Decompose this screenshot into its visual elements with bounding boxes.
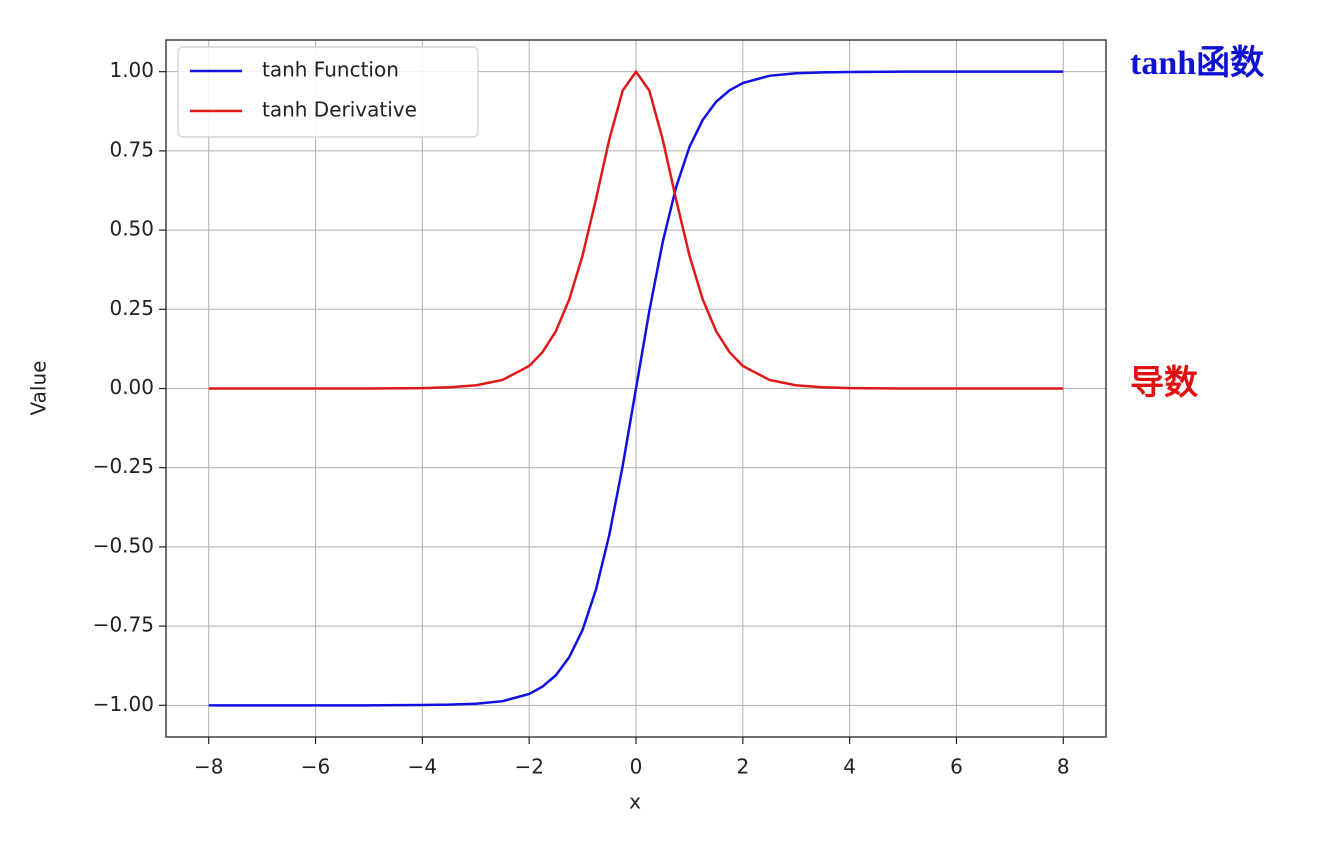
- y-tick-label: 0.75: [109, 137, 154, 161]
- y-tick-label: −0.50: [93, 533, 154, 557]
- data-line: [208, 70, 1064, 707]
- plot-frame: [165, 39, 1107, 738]
- x-tick-label: −4: [408, 755, 437, 779]
- x-tick-label: −6: [301, 755, 330, 779]
- x-tick-label: −2: [514, 755, 543, 779]
- y-axis-label: Value: [27, 361, 51, 416]
- annotation: 导数: [1130, 364, 1198, 402]
- x-tick-label: 8: [1057, 755, 1070, 779]
- y-tick-label: 1.00: [109, 58, 154, 82]
- y-tick-label: 0.00: [109, 375, 154, 399]
- y-tick-label: −1.00: [93, 692, 154, 716]
- x-tick-label: 6: [950, 755, 963, 779]
- annotation: tanh函数: [1130, 44, 1264, 82]
- y-tick-label: 0.50: [109, 217, 154, 241]
- legend-label: tanh Function: [262, 58, 399, 82]
- x-tick-label: 4: [843, 755, 856, 779]
- x-tick-label: −8: [194, 755, 223, 779]
- legend-label: tanh Derivative: [262, 98, 417, 122]
- y-tick-label: −0.75: [93, 613, 154, 637]
- x-axis-label: x: [629, 790, 641, 814]
- x-tick-label: 2: [736, 755, 749, 779]
- legend-box: [177, 46, 479, 138]
- y-tick-label: −0.25: [93, 454, 154, 478]
- x-tick-label: 0: [630, 755, 643, 779]
- y-tick-label: 0.25: [109, 296, 154, 320]
- data-line: [208, 69, 1064, 390]
